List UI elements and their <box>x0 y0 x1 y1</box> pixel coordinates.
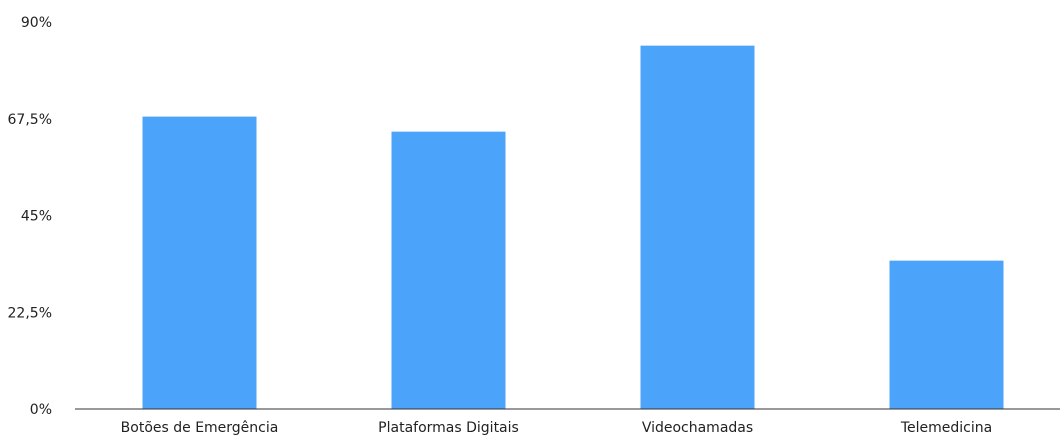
y-axis-tick-labels: 0% 22,5% 45% 67,5% 90% <box>8 15 52 418</box>
x-tick-label: Videochamadas <box>642 420 753 435</box>
bars <box>142 45 1004 410</box>
x-tick-label: Plataformas Digitais <box>378 420 519 435</box>
y-tick-label: 90% <box>21 15 52 31</box>
x-tick-label: Botões de Emergência <box>121 420 279 435</box>
y-tick-label: 67,5% <box>8 112 52 128</box>
bar[interactable] <box>391 131 506 409</box>
y-tick-label: 0% <box>30 402 52 418</box>
bar[interactable] <box>640 45 755 410</box>
x-axis-tick-labels: Botões de Emergência Plataformas Digitais… <box>121 420 993 436</box>
bar[interactable] <box>889 260 1004 409</box>
x-tick-label: Telemedicina <box>900 420 992 435</box>
y-tick-label: 45% <box>21 209 52 225</box>
bar[interactable] <box>142 116 257 409</box>
y-tick-label: 22,5% <box>8 305 52 321</box>
